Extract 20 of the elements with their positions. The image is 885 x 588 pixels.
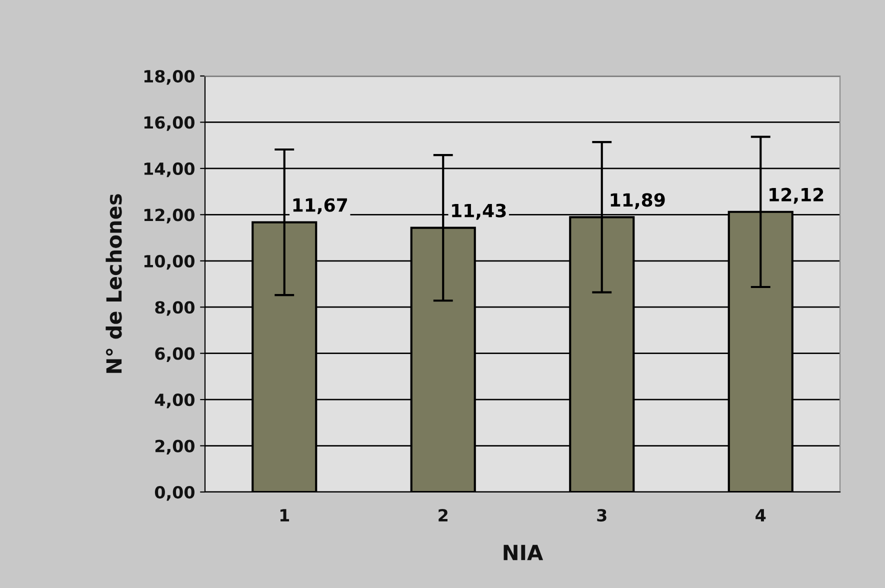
y-axis-title: N° de Lechones — [106, 194, 122, 373]
y-tick-label: 18,00 — [144, 70, 194, 85]
y-tick-label: 0,00 — [154, 486, 194, 501]
y-tick-label: 12,00 — [144, 208, 194, 224]
x-tick-label: 4 — [756, 509, 766, 522]
x-tick-label: 2 — [438, 508, 448, 522]
x-tick-label: 3 — [597, 508, 606, 522]
x-tick-label: 1 — [280, 509, 290, 522]
data-label: 11,89 — [610, 193, 665, 210]
data-label: 11,43 — [452, 204, 506, 220]
y-tick-label: 8,00 — [155, 301, 194, 316]
data-label: 12,12 — [770, 188, 824, 204]
y-tick-label: 16,00 — [144, 116, 194, 131]
y-tick-label: 10,00 — [144, 254, 194, 270]
y-tick-label: 6,00 — [155, 347, 194, 362]
data-label: 11,67 — [293, 198, 347, 214]
y-tick-label: 2,00 — [155, 440, 194, 454]
y-tick-label: 4,00 — [154, 394, 194, 408]
x-axis-title: NIA — [504, 544, 544, 560]
y-tick-label: 14,00 — [144, 162, 194, 178]
